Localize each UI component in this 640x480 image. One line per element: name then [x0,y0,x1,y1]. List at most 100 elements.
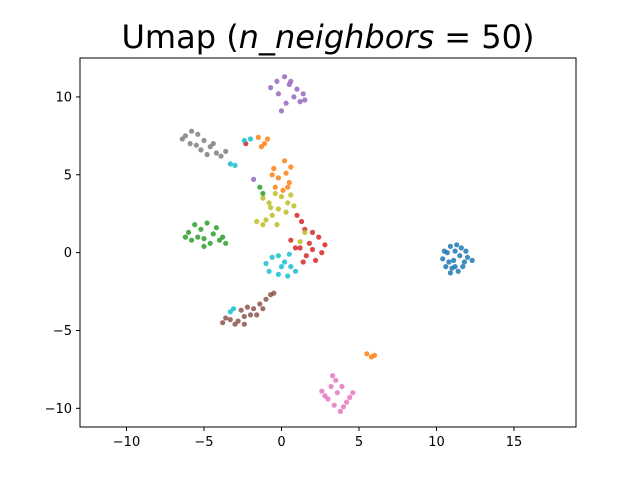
data-point [303,253,309,259]
data-point [460,264,466,270]
data-point [204,151,210,158]
data-point [232,162,238,168]
data-point [328,383,334,390]
data-point [447,243,453,249]
data-point [227,309,233,315]
data-point [238,307,244,313]
data-point [286,180,292,186]
series-3 [243,141,328,265]
data-point [285,273,291,279]
data-point [220,320,226,326]
x-tick-label: −5 [194,435,213,450]
data-point [364,351,370,357]
data-point [182,234,188,240]
data-point [283,100,289,106]
data-point [241,321,247,327]
y-tick-label: 10 [55,90,72,105]
data-point [333,377,339,383]
data-point [350,390,356,396]
data-point [288,264,294,270]
data-point [213,225,219,231]
data-point [260,195,266,201]
data-point [260,306,266,312]
data-point [316,234,322,240]
data-point [257,301,263,307]
series-7 [179,128,229,159]
data-point [285,200,291,206]
data-point [210,231,216,237]
data-point [257,184,263,190]
data-point [207,240,213,246]
data-point [463,248,469,254]
data-point [185,229,192,235]
data-point [344,399,350,405]
data-point [266,268,272,274]
data-point [283,170,289,176]
data-point [319,388,325,394]
data-point [288,164,294,170]
series-0 [440,242,475,276]
data-point [461,259,467,265]
data-point [347,394,353,400]
data-point [254,312,260,318]
series-1 [255,134,378,360]
series-6 [319,373,356,414]
data-point [302,229,308,235]
data-point [447,270,453,276]
data-point [274,222,280,228]
data-point [275,253,281,259]
data-point [282,259,288,265]
data-point [272,184,278,190]
data-point [275,175,281,181]
data-point [251,176,257,182]
series-2 [182,184,266,249]
data-point [299,218,305,225]
data-point [452,248,458,254]
data-point [213,150,219,156]
data-point [441,248,447,254]
y-tick-label: 5 [64,168,72,183]
data-point [182,133,188,139]
chart-title-math: n_neighbors [239,18,434,56]
x-tick-label: −10 [113,435,140,450]
data-point [266,200,272,206]
data-point [300,259,306,265]
series-4 [251,74,308,182]
x-tick-label: 10 [428,435,445,450]
data-point [271,165,277,172]
data-point [464,254,471,260]
data-point [264,136,271,142]
data-point [260,190,266,197]
data-point [189,237,195,243]
data-point [371,352,378,358]
data-point [286,251,292,257]
data-point [330,373,336,379]
data-point [280,187,286,193]
data-point [193,142,199,148]
data-point [306,240,312,246]
y-tick-label: −10 [45,402,72,417]
data-point [189,128,195,134]
data-point [288,192,294,198]
data-point [291,203,297,209]
data-point [275,91,281,97]
data-point [254,218,260,225]
data-point [288,237,294,243]
data-point [452,264,458,270]
x-tick-label: 15 [506,435,523,450]
axes-frame [79,57,577,428]
data-point [469,257,475,263]
data-point [195,234,201,240]
data-point [297,239,303,245]
data-point [283,209,289,215]
data-point [198,147,204,153]
data-point [192,222,198,228]
data-point [334,390,340,396]
data-point [220,234,226,240]
data-point [278,108,285,114]
data-point [278,264,285,270]
data-point [263,260,269,267]
series-9 [227,136,299,315]
